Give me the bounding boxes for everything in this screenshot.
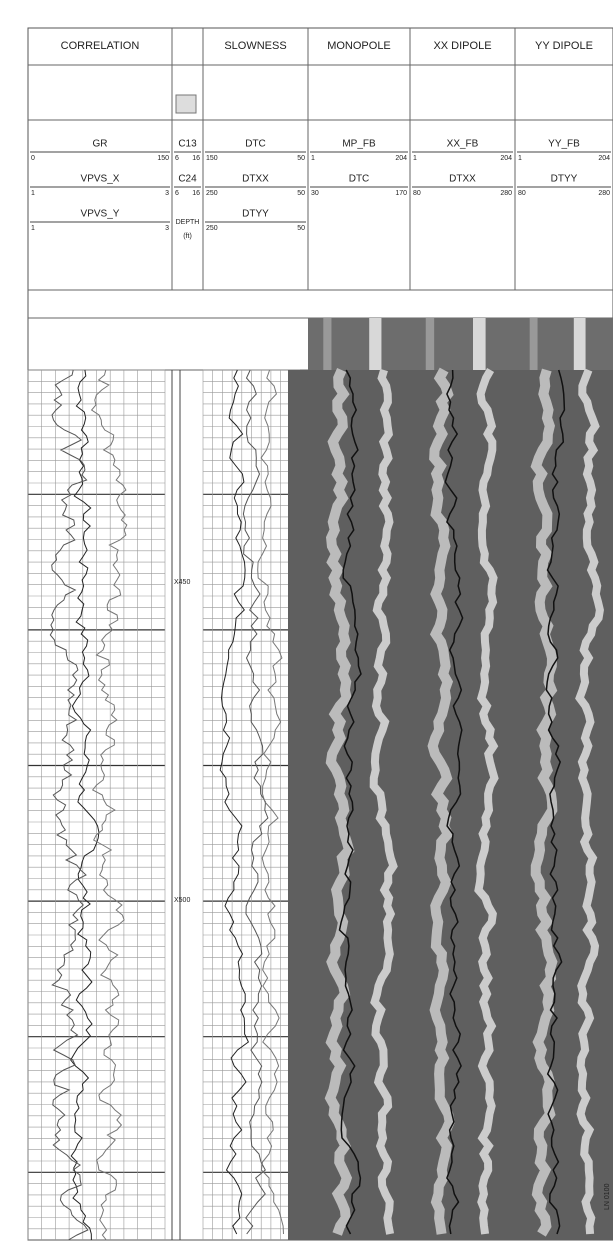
scale-right: 50 <box>297 155 305 162</box>
curve-name: DTXX <box>449 174 476 185</box>
curve-name: VPVS_Y <box>81 209 120 220</box>
scale-left: 1 <box>31 225 35 232</box>
scale-right: 150 <box>157 155 169 162</box>
track-title: XX DIPOLE <box>433 40 491 52</box>
side-tag: LN 0100 <box>604 1183 611 1210</box>
curve-name: YY_FB <box>548 139 580 150</box>
scale-left: 80 <box>413 190 421 197</box>
image-track <box>410 370 515 1240</box>
scale-right: 280 <box>500 190 512 197</box>
scale-left: 30 <box>311 190 319 197</box>
scale-left: 0 <box>31 155 35 162</box>
track-title: YY DIPOLE <box>535 40 593 52</box>
track-title: SLOWNESS <box>224 40 286 52</box>
scale-right: 204 <box>395 155 407 162</box>
curve-name: DTYY <box>242 209 269 220</box>
scale-right: 280 <box>598 190 610 197</box>
waveform-strip <box>426 318 434 370</box>
curve-name: MP_FB <box>342 139 376 150</box>
depth-value: X450 <box>174 579 190 586</box>
waveform-strip <box>323 318 331 370</box>
waveform-strip <box>574 318 586 370</box>
depth-unit: (ft) <box>183 233 192 240</box>
scale-left: 1 <box>311 155 315 162</box>
scale-left: 80 <box>518 190 526 197</box>
scale-left: 150 <box>206 155 218 162</box>
scale-left: 1 <box>413 155 417 162</box>
scale-right: 3 <box>165 225 169 232</box>
curve-name: C24 <box>178 174 197 185</box>
curve-name: XX_FB <box>447 139 479 150</box>
depth-value: X500 <box>174 897 190 904</box>
waveform-strip <box>473 318 486 370</box>
waveform-strip <box>369 318 381 370</box>
scale-right: 16 <box>192 190 200 197</box>
image-track <box>288 370 410 1240</box>
track-title: CORRELATION <box>61 40 140 52</box>
well-log: CORRELATIONGR0150VPVS_X13VPVS_Y13C13616C… <box>0 0 613 1247</box>
scale-left: 1 <box>31 190 35 197</box>
curve-name: DTXX <box>242 174 269 185</box>
scale-right: 204 <box>598 155 610 162</box>
scale-left: 250 <box>206 190 218 197</box>
curve-name: VPVS_X <box>81 174 120 185</box>
scale-left: 6 <box>175 190 179 197</box>
curve-name: DTC <box>245 139 266 150</box>
curve-name: DTC <box>349 174 370 185</box>
scale-right: 204 <box>500 155 512 162</box>
scale-right: 3 <box>165 190 169 197</box>
scale-left: 1 <box>518 155 522 162</box>
image-track <box>515 370 613 1240</box>
scale-right: 170 <box>395 190 407 197</box>
icon <box>176 95 196 113</box>
curve-name: C13 <box>178 139 197 150</box>
curve-name: GR <box>93 139 108 150</box>
scale-left: 250 <box>206 225 218 232</box>
scale-left: 6 <box>175 155 179 162</box>
track-title: MONOPOLE <box>327 40 391 52</box>
scale-right: 50 <box>297 190 305 197</box>
scale-right: 16 <box>192 155 200 162</box>
depth-label: DEPTH <box>176 219 200 226</box>
waveform-strip <box>530 318 538 370</box>
scale-right: 50 <box>297 225 305 232</box>
curve-name: DTYY <box>551 174 578 185</box>
